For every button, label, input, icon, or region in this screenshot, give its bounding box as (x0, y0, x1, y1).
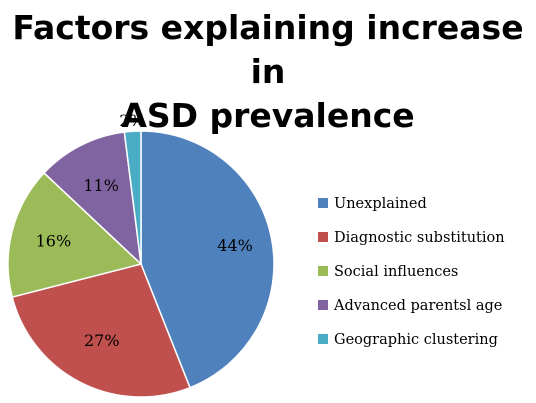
legend-label-diagnostic-substitution: Diagnostic substitution (334, 230, 505, 246)
legend-swatch-unexplained (318, 198, 328, 208)
slice-label-social-influences: 16% (36, 232, 72, 251)
legend-label-unexplained: Unexplained (334, 196, 427, 212)
slice-label-diagnostic-substitution: 27% (84, 331, 120, 350)
pie-slice-social-influences (7, 171, 143, 298)
pie-slice-unexplained (140, 130, 275, 389)
slice-label-unexplained: 44% (217, 236, 253, 255)
chart-title-line-2: ASD prevalence (121, 96, 415, 135)
chart-title: Factors explaining increase in ASD preva… (0, 6, 536, 138)
legend-swatch-geographic-clustering (318, 334, 328, 344)
legend-swatch-social-influences (318, 266, 328, 276)
legend-label-social-influences: Social influences (334, 264, 458, 280)
pie-slice-geographic-clustering (123, 130, 142, 265)
chart-title-line-1: Factors explaining increase in (12, 8, 524, 91)
legend: Unexplained Diagnostic substitution Social… (318, 196, 505, 348)
legend-label-geographic-clustering: Geographic clustering (334, 332, 498, 348)
pie-slice-diagnostic-substitution (11, 263, 191, 398)
slice-label-advanced-parentsl-age: 11% (83, 176, 119, 195)
slice-label-geographic-clustering: 2% (119, 111, 144, 130)
legend-swatch-diagnostic-substitution (318, 232, 328, 242)
pie-slice-advanced-parentsl-age (42, 131, 143, 266)
pie-slice-labels: 44% 27% 16% 11% 2% (36, 111, 253, 350)
legend-label-advanced-parentsl-age: Advanced parentsl age (333, 298, 502, 314)
legend-swatch-advanced-parentsl-age (318, 300, 328, 310)
pie-slices (7, 130, 275, 398)
